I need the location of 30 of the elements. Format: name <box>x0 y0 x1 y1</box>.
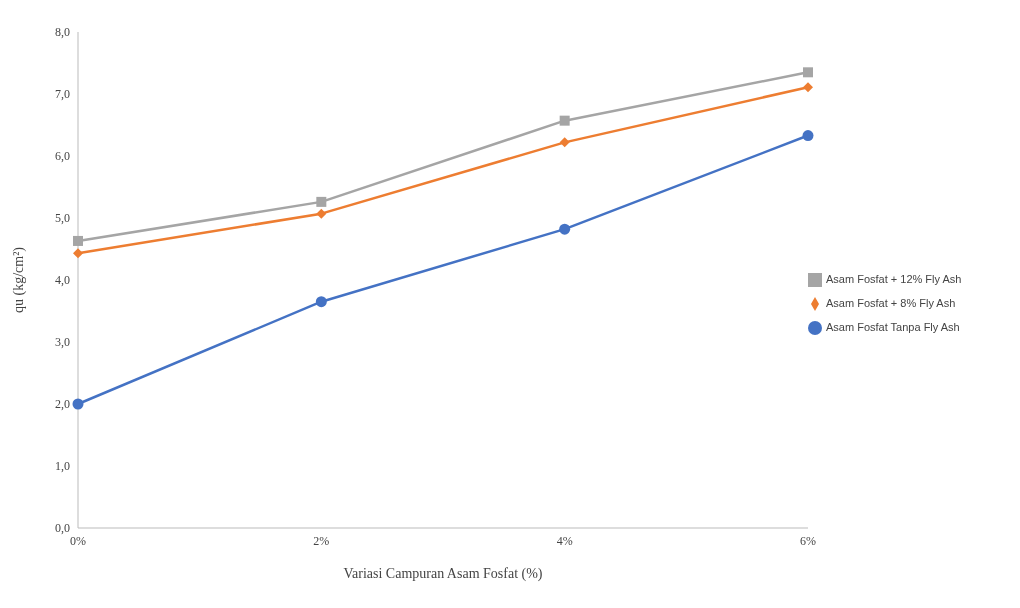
y-tick-label: 3,0 <box>55 335 70 350</box>
point <box>316 208 327 219</box>
x-tick-label: 6% <box>800 533 816 548</box>
x-tick-label: 0% <box>70 533 86 548</box>
x-axis-title: Variasi Campuran Asam Fosfat (%) <box>343 566 543 582</box>
point <box>802 130 814 142</box>
y-tick-label: 0,0 <box>55 521 70 536</box>
point <box>315 296 327 308</box>
x-tick-label: 4% <box>556 533 573 548</box>
point <box>316 196 327 207</box>
y-tick-label: 4,0 <box>55 273 70 288</box>
legend-label: Asam Fosfat Tanpa Fly Ash <box>826 321 960 333</box>
y-tick-label: 1,0 <box>55 459 70 474</box>
point <box>559 223 571 235</box>
y-tick-label: 5,0 <box>55 211 70 226</box>
y-tick-label: 7,0 <box>55 87 70 102</box>
legend-label: Asam Fosfat + 8% Fly Ash <box>826 297 956 309</box>
y-axis-title: qu (kg/cm²) <box>10 246 27 314</box>
y-tick-label: 2,0 <box>55 397 70 412</box>
y-tick-label: 6,0 <box>55 149 70 164</box>
point <box>803 82 813 93</box>
point <box>73 248 83 259</box>
point <box>72 398 84 410</box>
point <box>559 115 570 126</box>
x-tick-label: 2% <box>313 533 330 548</box>
point <box>803 67 813 78</box>
point <box>559 137 570 148</box>
point <box>73 235 83 246</box>
legend-label: Asam Fosfat + 12% Fly Ash <box>826 273 962 285</box>
y-tick-label: 8,0 <box>55 25 70 40</box>
